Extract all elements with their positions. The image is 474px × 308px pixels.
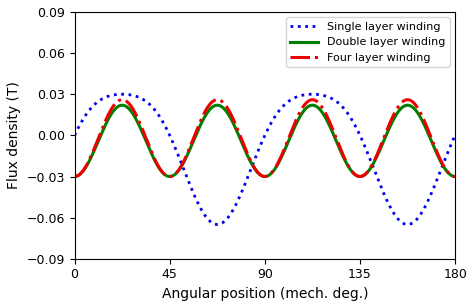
Four layer winding: [452, 175, 458, 178]
Single layer winding: [452, 133, 458, 137]
Single layer winding: [257, 145, 263, 149]
Single layer winding: [442, 159, 447, 163]
Single layer winding: [405, 223, 410, 226]
Double layer winding: [441, 166, 447, 170]
Four layer winding: [91, 147, 97, 151]
Double layer winding: [372, 160, 377, 163]
Four layer winding: [372, 159, 377, 162]
Single layer winding: [91, 103, 97, 107]
Line: Single layer winding: Single layer winding: [74, 94, 455, 225]
Four layer winding: [257, 172, 263, 176]
Double layer winding: [257, 173, 263, 176]
Double layer winding: [247, 158, 253, 162]
Line: Four layer winding: Four layer winding: [74, 100, 455, 176]
Single layer winding: [119, 92, 125, 96]
Four layer winding: [441, 165, 447, 169]
Double layer winding: [119, 103, 125, 107]
Y-axis label: Flux density (T): Flux density (T): [7, 81, 21, 189]
Single layer winding: [372, 168, 377, 172]
Four layer winding: [119, 98, 125, 102]
Double layer winding: [91, 149, 97, 153]
Four layer winding: [247, 157, 253, 161]
Single layer winding: [247, 170, 253, 174]
Four layer winding: [72, 175, 77, 178]
Double layer winding: [72, 175, 77, 178]
Single layer winding: [72, 133, 77, 137]
Double layer winding: [441, 166, 447, 169]
X-axis label: Angular position (mech. deg.): Angular position (mech. deg.): [162, 287, 368, 301]
Four layer winding: [441, 165, 447, 168]
Legend: Single layer winding, Double layer winding, Four layer winding: Single layer winding, Double layer windi…: [286, 18, 449, 67]
Double layer winding: [452, 175, 458, 178]
Line: Double layer winding: Double layer winding: [74, 105, 455, 176]
Single layer winding: [441, 159, 447, 163]
